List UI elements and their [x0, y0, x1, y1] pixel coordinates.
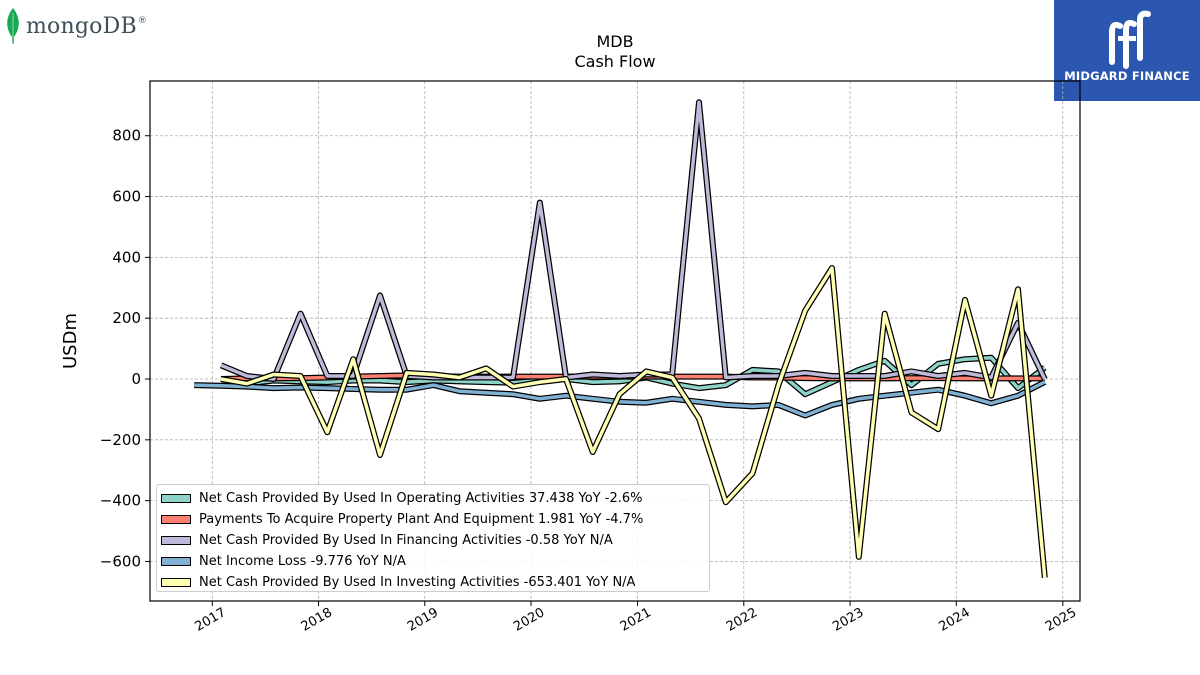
x-tick-label: 2022	[724, 605, 760, 635]
series-layer	[194, 99, 1048, 578]
midgard-monogram-icon	[1109, 10, 1151, 69]
x-tick-label: 2024	[936, 605, 972, 635]
mongodb-logo: mongoDB ®	[4, 6, 147, 46]
series-outline	[219, 99, 1048, 382]
y-tick-label: −400	[100, 492, 141, 510]
x-tick-label: 2025	[1043, 605, 1079, 635]
midgard-finance-name: MIDGARD FINANCE	[1064, 69, 1190, 83]
y-tick-label: 600	[112, 188, 141, 206]
chart-subtitle: Cash Flow	[574, 52, 656, 71]
legend-swatch	[161, 515, 191, 524]
legend-swatch	[161, 494, 191, 503]
series-line-5	[220, 265, 1048, 578]
x-tick-label: 2018	[299, 605, 335, 635]
legend-item: Payments To Acquire Property Plant And E…	[161, 509, 709, 530]
x-tick-label: 2021	[618, 605, 654, 635]
series-stroke	[220, 266, 1047, 578]
mongodb-wordmark: mongoDB	[26, 13, 137, 39]
legend-label: Payments To Acquire Property Plant And E…	[199, 512, 644, 527]
y-tick-label: −200	[100, 431, 141, 449]
legend-label: Net Cash Provided By Used In Financing A…	[199, 533, 613, 548]
chart-title: MDB	[596, 32, 634, 51]
series-line-4	[194, 379, 1047, 419]
series-stroke	[220, 100, 1047, 381]
y-tick-label: 0	[131, 370, 141, 388]
x-tick-label: 2017	[192, 605, 228, 635]
y-tick-label: −600	[100, 552, 141, 570]
x-tick-label: 2019	[405, 605, 441, 635]
chart-legend: Net Cash Provided By Used In Operating A…	[156, 484, 710, 592]
y-tick-label: 200	[112, 309, 141, 327]
y-tick-label: 800	[112, 127, 141, 145]
legend-item: Net Cash Provided By Used In Operating A…	[161, 488, 709, 509]
legend-item: Net Income Loss -9.776 YoY N/A	[161, 551, 709, 572]
legend-item: Net Cash Provided By Used In Investing A…	[161, 572, 709, 593]
legend-label: Net Income Loss -9.776 YoY N/A	[199, 554, 406, 569]
legend-swatch	[161, 578, 191, 587]
y-tick-label: 400	[112, 248, 141, 266]
legend-item: Net Cash Provided By Used In Financing A…	[161, 530, 709, 551]
plot-frame	[149, 80, 1081, 602]
series-line-3	[219, 99, 1048, 382]
series-stroke	[194, 380, 1046, 418]
leaf-icon	[7, 8, 19, 44]
midgard-finance-logo: MIDGARD FINANCE	[1054, 0, 1200, 101]
x-tick-label: 2023	[830, 605, 866, 635]
legend-swatch	[161, 557, 191, 566]
registered-mark: ®	[137, 16, 147, 26]
legend-swatch	[161, 536, 191, 545]
legend-label: Net Cash Provided By Used In Investing A…	[199, 575, 636, 590]
x-tick-label: 2020	[511, 605, 547, 635]
y-axis-label: USDm	[60, 313, 81, 369]
legend-label: Net Cash Provided By Used In Operating A…	[199, 491, 643, 506]
